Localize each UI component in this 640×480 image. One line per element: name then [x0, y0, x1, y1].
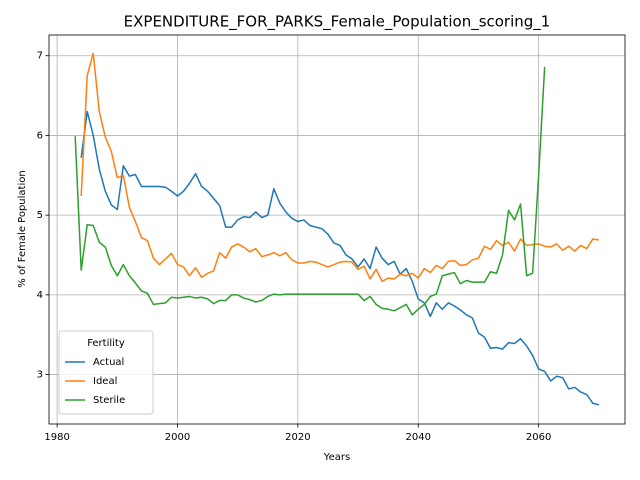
axes-frame	[48, 34, 626, 425]
x-tick-label: 2020	[285, 432, 310, 443]
y-axis-label: % of Female Population	[17, 170, 28, 287]
x-tick-label: 2060	[526, 432, 551, 443]
x-axis-label: Years	[323, 452, 350, 463]
legend-box	[58, 330, 154, 415]
x-tick-label: 2040	[406, 432, 431, 443]
legend-label: Sterile	[93, 395, 125, 406]
legend-label: Ideal	[93, 376, 117, 387]
y-tick-label: 3	[37, 370, 43, 381]
y-tick-label: 5	[37, 210, 43, 221]
line-series	[80, 110, 600, 406]
y-tick-label: 6	[37, 130, 43, 141]
legend-title: Fertility	[87, 338, 125, 349]
y-tick-label: 7	[37, 51, 43, 62]
x-tick-label: 2000	[165, 432, 190, 443]
line-series	[80, 52, 599, 283]
chart-title: EXPENDITURE_FOR_PARKS_Female_Population_…	[124, 13, 551, 32]
line-series	[74, 66, 546, 316]
x-tick-label: 1980	[44, 432, 69, 443]
y-tick-label: 4	[37, 290, 43, 301]
legend-label: Actual	[93, 357, 124, 368]
